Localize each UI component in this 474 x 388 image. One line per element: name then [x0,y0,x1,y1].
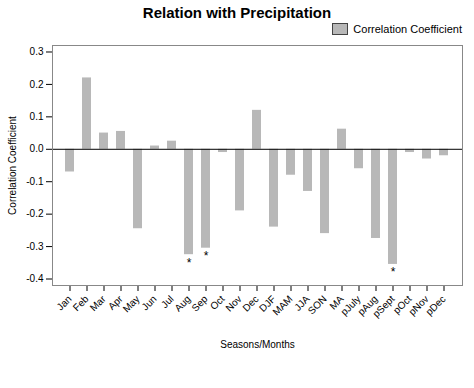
svg-text:*: * [187,256,192,270]
svg-text:0.1: 0.1 [30,111,44,122]
svg-text:pDec: pDec [423,293,447,317]
svg-text:*: * [391,265,396,279]
svg-text:Sep: Sep [189,293,210,314]
svg-text:-0.4: -0.4 [26,273,44,284]
svg-text:-0.3: -0.3 [26,241,44,252]
svg-text:Oct: Oct [208,293,227,312]
svg-text:pAug: pAug [355,293,380,318]
svg-text:JJA: JJA [292,293,312,313]
svg-text:0.2: 0.2 [30,79,44,90]
svg-text:*: * [204,249,209,263]
svg-text:DJF: DJF [256,293,278,314]
html-text:Relation with Precipitation: Relation with Precipitation [142,4,332,21]
svg-text:Dec: Dec [240,293,260,313]
svg-text:0.0: 0.0 [30,143,44,154]
svg-text:pNov: pNov [406,293,431,318]
svg-text:pOct: pOct [391,293,414,316]
svg-text:Jan: Jan [54,293,73,312]
svg-text:May: May [121,293,142,314]
svg-text:pJuly: pJuly [338,293,363,318]
svg-text:Correlation Coefficient: Correlation Coefficient [7,116,18,215]
svg-text:Mar: Mar [88,293,108,313]
svg-text:Apr: Apr [105,293,125,312]
svg-text:SON: SON [306,293,329,316]
svg-text:pSept: pSept [370,293,397,320]
svg-text:Seasons/Months: Seasons/Months [220,339,295,350]
svg-text:MAM: MAM [270,293,294,317]
svg-text:Aug: Aug [172,293,192,313]
svg-text:Feb: Feb [71,293,91,313]
svg-text:Jun: Jun [139,293,158,312]
svg-text:MA: MA [327,293,346,312]
svg-text:Jul: Jul [158,293,176,311]
svg-text:Nov: Nov [223,293,243,313]
svg-text:-0.2: -0.2 [26,208,44,219]
html-text:Correlation Coefficient: Correlation Coefficient [353,23,462,35]
svg-text:0.3: 0.3 [30,46,44,57]
svg-text:-0.1: -0.1 [26,176,44,187]
